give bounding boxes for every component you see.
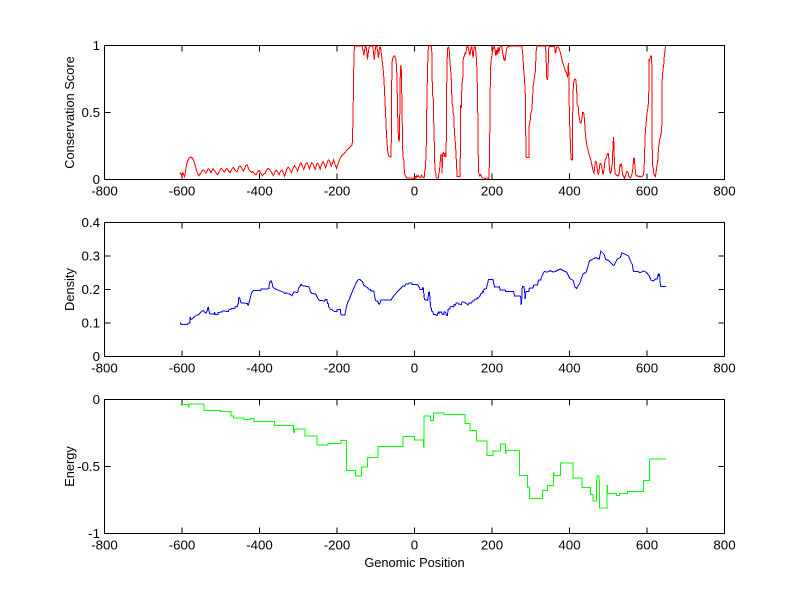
svg-text:0: 0	[93, 349, 100, 364]
svg-text:400: 400	[558, 538, 580, 553]
svg-text:-200: -200	[324, 184, 351, 199]
svg-text:0.4: 0.4	[82, 215, 101, 230]
svg-text:-0.5: -0.5	[77, 459, 100, 474]
svg-text:-600: -600	[169, 184, 196, 199]
svg-text:200: 200	[481, 361, 503, 376]
svg-text:0.1: 0.1	[82, 315, 101, 330]
svg-text:0: 0	[411, 361, 418, 376]
svg-text:800: 800	[713, 538, 735, 553]
svg-text:Genomic Position: Genomic Position	[364, 555, 464, 570]
svg-text:-800: -800	[91, 184, 118, 199]
svg-text:800: 800	[713, 184, 735, 199]
svg-text:Energy: Energy	[62, 446, 77, 487]
svg-text:-200: -200	[324, 361, 351, 376]
svg-text:400: 400	[558, 361, 580, 376]
svg-text:200: 200	[481, 538, 503, 553]
svg-text:600: 600	[636, 361, 658, 376]
svg-text:0: 0	[93, 392, 100, 407]
svg-text:600: 600	[636, 538, 658, 553]
svg-text:0: 0	[93, 172, 100, 187]
svg-text:400: 400	[558, 184, 580, 199]
svg-text:0.2: 0.2	[82, 282, 101, 297]
svg-text:0.3: 0.3	[82, 248, 101, 263]
svg-text:1: 1	[93, 38, 100, 53]
svg-text:200: 200	[481, 184, 503, 199]
svg-text:-800: -800	[91, 361, 118, 376]
svg-text:Conservation Score: Conservation Score	[62, 56, 77, 168]
svg-text:600: 600	[636, 184, 658, 199]
svg-text:-800: -800	[91, 538, 118, 553]
svg-text:-600: -600	[169, 538, 196, 553]
svg-text:-200: -200	[324, 538, 351, 553]
svg-text:-400: -400	[246, 361, 273, 376]
svg-text:-1: -1	[88, 526, 100, 541]
svg-text:800: 800	[713, 361, 735, 376]
svg-text:-400: -400	[246, 184, 273, 199]
svg-text:0: 0	[411, 184, 418, 199]
svg-text:0.5: 0.5	[82, 105, 101, 120]
svg-text:0: 0	[411, 538, 418, 553]
svg-text:-400: -400	[246, 538, 273, 553]
svg-text:-600: -600	[169, 361, 196, 376]
svg-text:Density: Density	[62, 268, 77, 311]
